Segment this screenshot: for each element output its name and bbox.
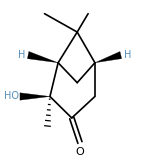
Polygon shape (95, 52, 122, 63)
Polygon shape (27, 52, 58, 63)
Text: H: H (124, 50, 131, 60)
Polygon shape (20, 93, 50, 100)
Text: HO: HO (4, 92, 19, 101)
Text: H: H (18, 50, 25, 60)
Text: O: O (76, 147, 84, 157)
